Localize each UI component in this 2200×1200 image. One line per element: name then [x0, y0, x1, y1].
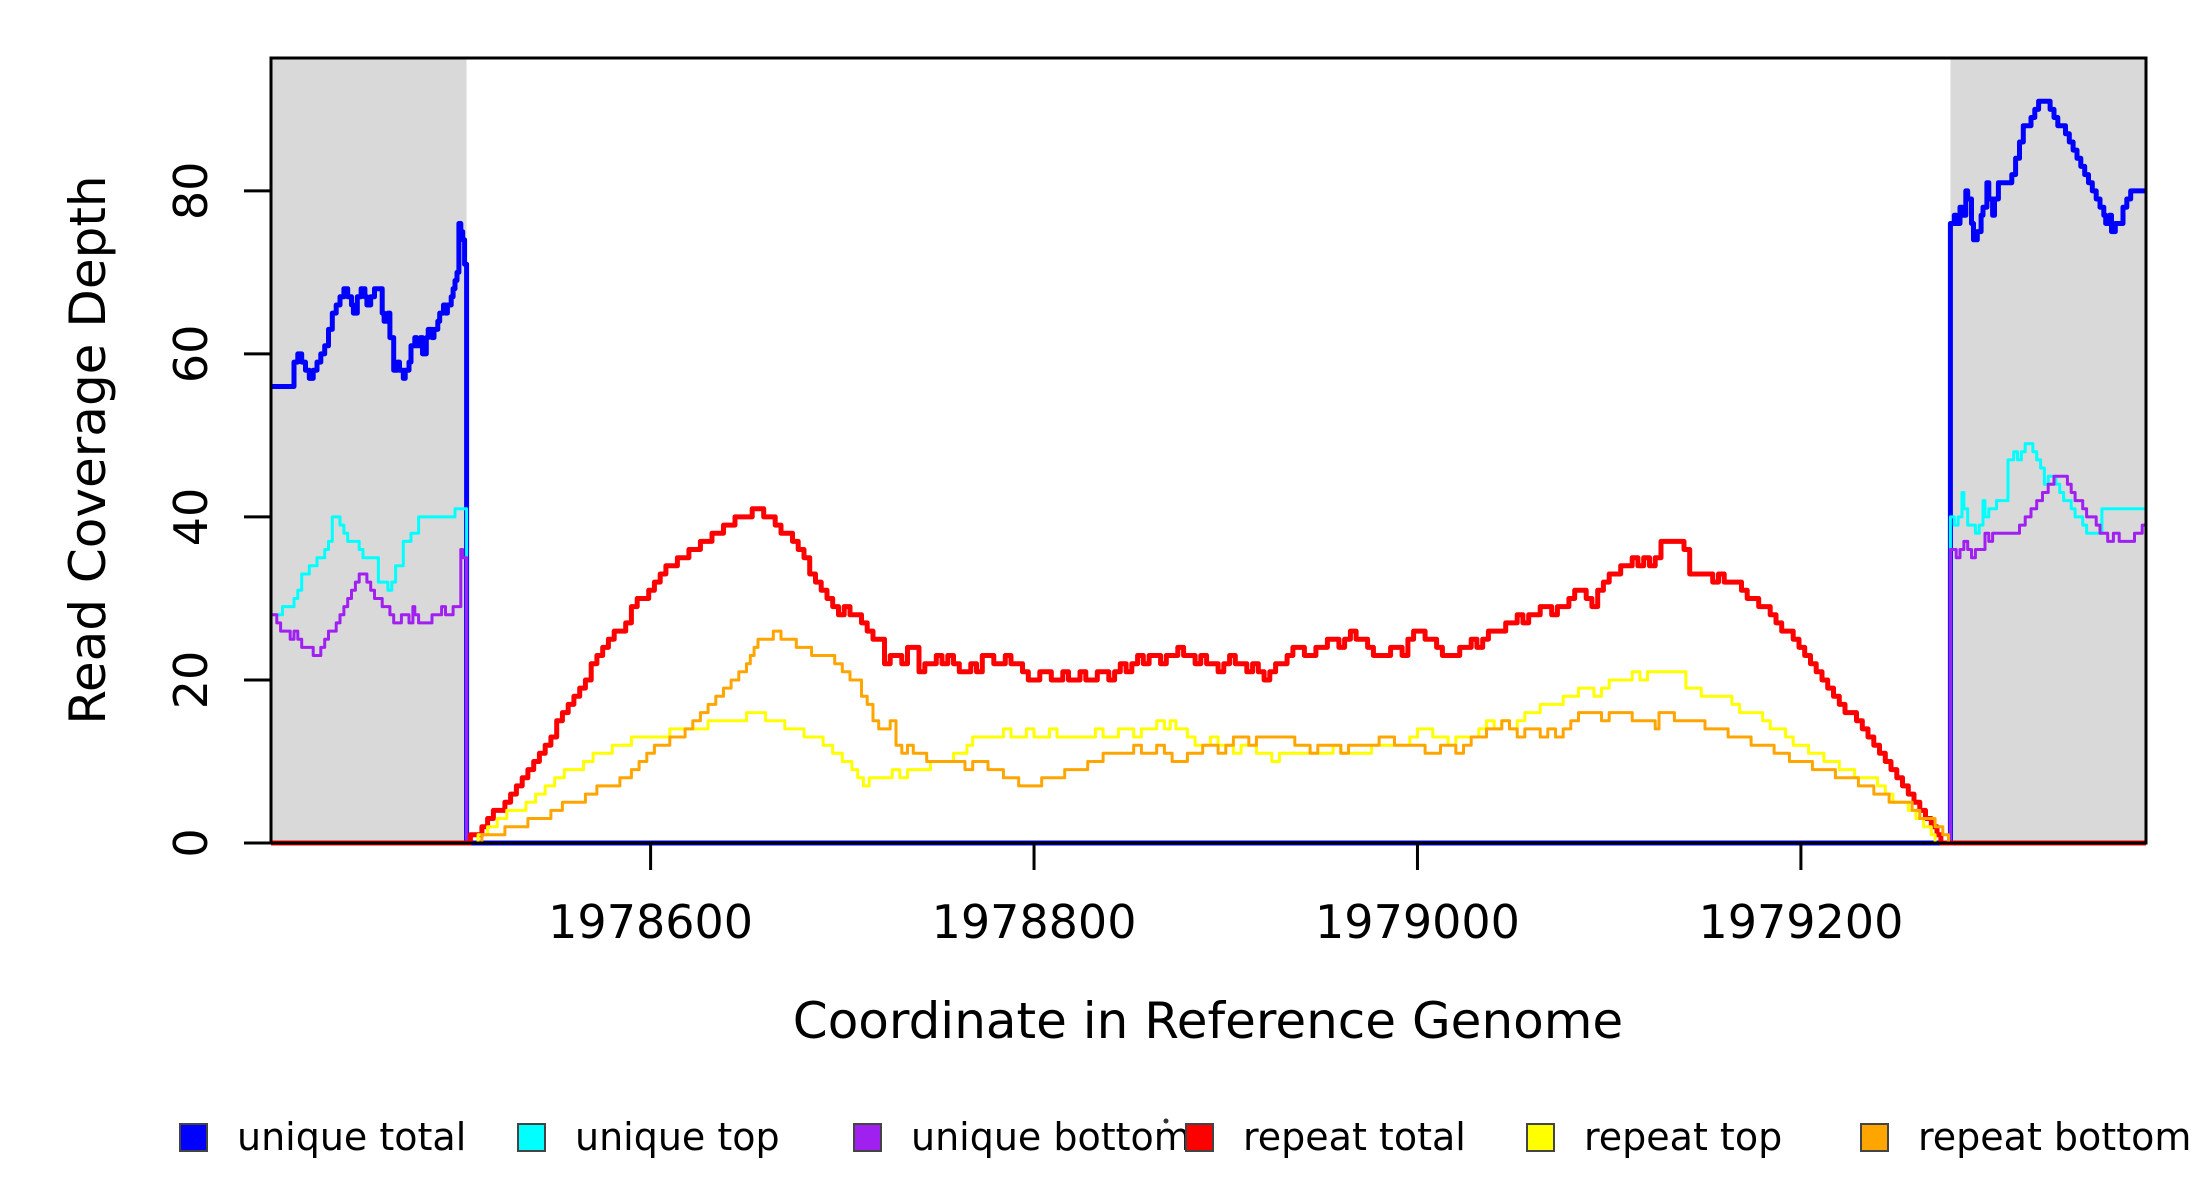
- series-line-unique-total: [271, 98, 2146, 846]
- legend-item-repeat-total: repeat total: [1185, 1115, 1466, 1159]
- y-tick-label: 0: [164, 828, 218, 857]
- legend-label: repeat total: [1243, 1115, 1466, 1159]
- x-tick-label: 1979000: [1315, 895, 1520, 949]
- y-tick-label: 20: [164, 651, 218, 710]
- legend-label: repeat bottom: [1918, 1115, 2191, 1159]
- legend-swatch-repeat-top: [1526, 1123, 1555, 1152]
- legend-item-repeat-top: repeat top: [1526, 1115, 1782, 1159]
- legend-item-unique-total: unique total: [179, 1115, 466, 1159]
- legend-swatch-unique-top: [517, 1123, 546, 1152]
- series-line-repeat-bottom: [271, 629, 2146, 845]
- x-tick-label: 1978600: [548, 895, 753, 949]
- y-axis-title: Read Coverage Depth: [59, 175, 117, 724]
- legend-swatch-repeat-bottom: [1860, 1123, 1889, 1152]
- plot-frame: [269, 56, 2148, 845]
- series-line-unique-bottom: [271, 474, 2146, 845]
- stray-mark: [1163, 1118, 1169, 1124]
- legend-item-repeat-bottom: repeat bottom: [1860, 1115, 2191, 1159]
- legend-item-unique-bottom: unique bottom: [853, 1115, 1191, 1159]
- legend-label: unique total: [237, 1115, 466, 1159]
- legend-label: unique top: [575, 1115, 780, 1159]
- x-tick-label: 1979200: [1698, 895, 1903, 949]
- shaded-region: [1950, 58, 2146, 843]
- legend-label: unique bottom: [911, 1115, 1191, 1159]
- legend-swatch-unique-bottom: [853, 1123, 882, 1152]
- y-axis-tick-labels: 0 20 40 60 80: [164, 162, 218, 858]
- series-line-repeat-total: [271, 506, 2146, 846]
- x-tick-label: 1978800: [932, 895, 1137, 949]
- x-axis-tick-labels: 1978600 1978800 1979000 1979200: [548, 895, 1903, 949]
- legend-item-unique-top: unique top: [517, 1115, 780, 1159]
- x-axis-title: Coordinate in Reference Genome: [793, 992, 1623, 1050]
- legend-label: repeat top: [1584, 1115, 1782, 1159]
- y-tick-label: 40: [164, 488, 218, 547]
- legend: unique total unique top unique bottom re…: [179, 1115, 2191, 1159]
- legend-swatch-unique-total: [179, 1123, 208, 1152]
- shaded-region: [271, 58, 467, 843]
- y-tick-label: 60: [164, 325, 218, 384]
- shaded-regions: [271, 58, 2146, 843]
- legend-swatch-repeat-total: [1185, 1123, 1214, 1152]
- series-line-unique-top: [271, 442, 2146, 845]
- series-lines: [271, 98, 2146, 846]
- axis-ticks: [244, 189, 1803, 870]
- y-tick-label: 80: [164, 162, 218, 221]
